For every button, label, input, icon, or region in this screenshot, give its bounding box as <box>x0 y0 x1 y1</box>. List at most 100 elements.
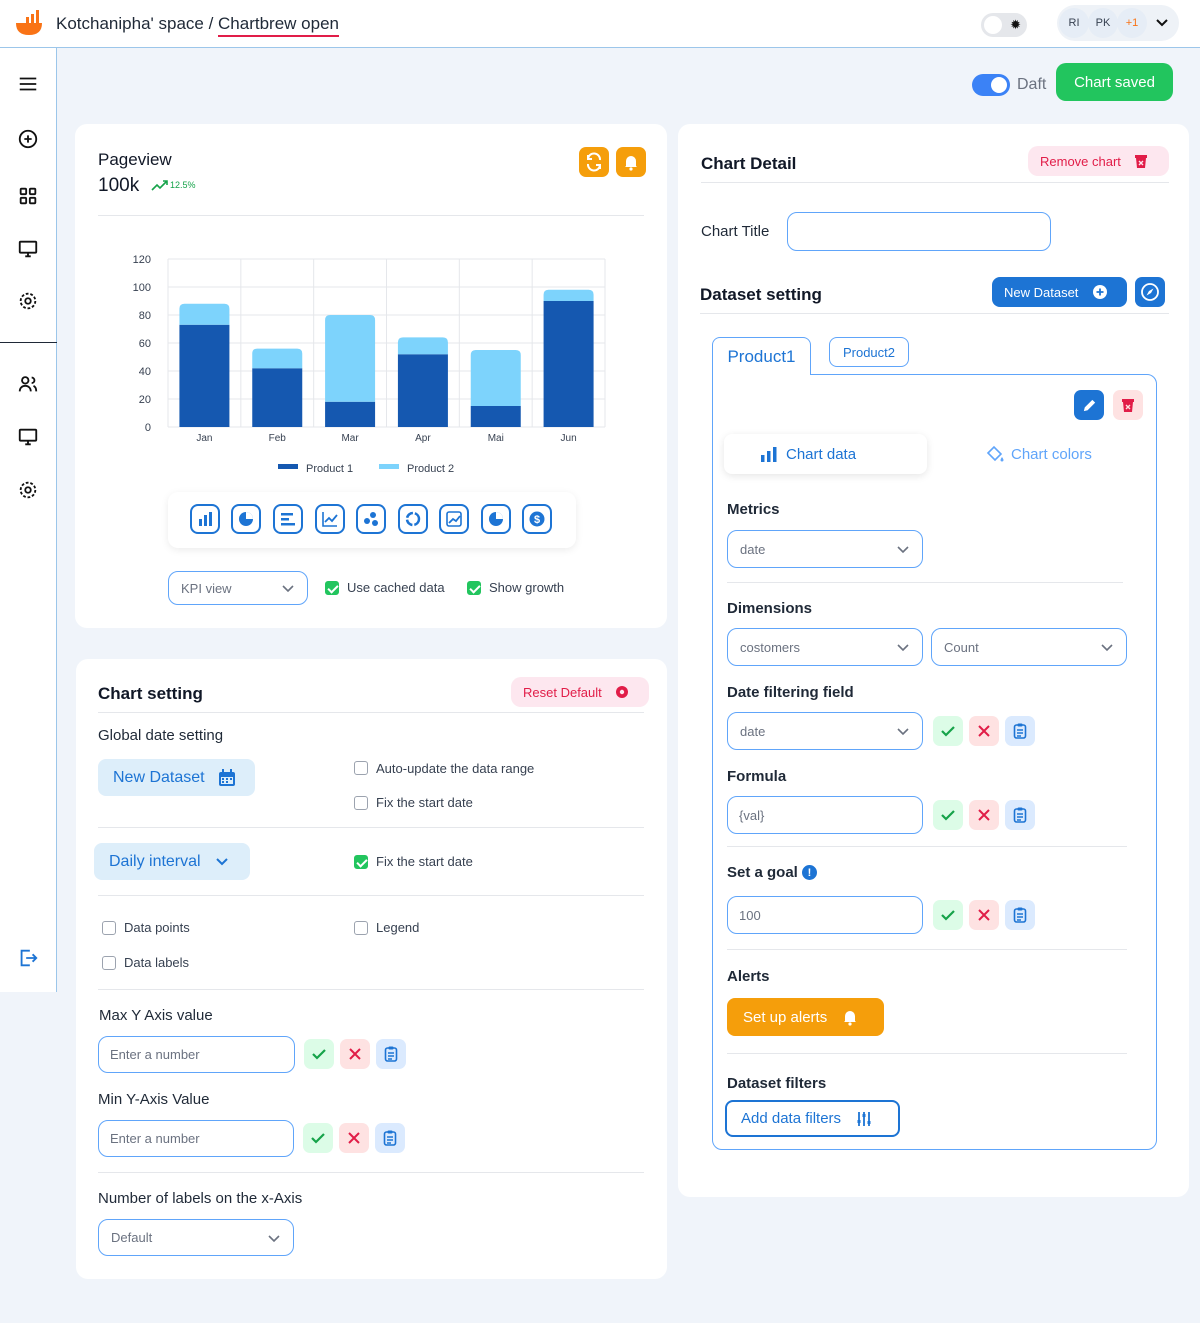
menu-icon[interactable] <box>16 72 40 96</box>
reset-default-button[interactable]: Reset Default <box>511 677 649 707</box>
calendar-icon <box>218 768 235 786</box>
avatar-group[interactable]: RI PK +1 <box>1057 5 1179 41</box>
goal-label: Set a goal <box>727 864 798 881</box>
info-icon[interactable]: ! <box>802 865 817 880</box>
add-data-filters-button[interactable]: Add data filters <box>725 1100 900 1137</box>
xaxis-labels-label: Number of labels on the x-Axis <box>98 1190 303 1207</box>
cancel-button[interactable] <box>969 900 999 930</box>
fix-start-checkbox-2[interactable] <box>354 855 368 869</box>
pie-chart-type-button[interactable] <box>481 504 511 534</box>
cancel-button[interactable] <box>969 716 999 746</box>
edit-button[interactable] <box>1074 390 1104 420</box>
interval-dropdown[interactable]: Daily interval <box>94 843 250 880</box>
clipboard-button[interactable] <box>1005 800 1035 830</box>
dimension-select[interactable]: costomers <box>727 628 923 666</box>
monitor-icon[interactable] <box>16 237 40 261</box>
view-select[interactable]: KPI view <box>168 571 308 605</box>
cached-data-checkbox[interactable] <box>325 581 339 595</box>
delete-dataset-button[interactable] <box>1113 390 1143 420</box>
sun-icon: ✹ <box>1010 17 1021 32</box>
aggregation-select[interactable]: Count <box>931 628 1127 666</box>
add-circle-icon[interactable] <box>16 127 40 151</box>
area-chart-type-button[interactable] <box>439 504 469 534</box>
tab-chart-data[interactable]: Chart data <box>724 434 927 474</box>
compass-icon <box>1141 283 1159 301</box>
chart-saved-button[interactable]: Chart saved <box>1056 63 1173 101</box>
bar-product-2 <box>397 337 448 355</box>
confirm-button[interactable] <box>933 716 963 746</box>
date-field-select[interactable]: date <box>727 712 923 750</box>
dashboard-icon[interactable] <box>16 184 40 208</box>
max-y-input[interactable]: Enter a number <box>98 1036 295 1073</box>
cancel-button[interactable] <box>969 800 999 830</box>
refresh-button[interactable] <box>579 147 609 177</box>
workspace-link[interactable]: Kotchanipha' space <box>56 14 204 33</box>
monitor-icon[interactable] <box>16 425 40 449</box>
clipboard-button[interactable] <box>1005 900 1035 930</box>
alert-button[interactable] <box>616 147 646 177</box>
currency-type-button[interactable]: $ <box>522 504 552 534</box>
clipboard-button[interactable] <box>1005 716 1035 746</box>
fix-start-label: Fix the start date <box>376 795 473 810</box>
scatter-type-button[interactable] <box>356 504 386 534</box>
legend-checkbox[interactable] <box>354 921 368 935</box>
horizontal-bar-type-button[interactable] <box>273 504 303 534</box>
stacked-bar-chart: 120 100 80 60 40 20 0 Jan Feb Mar Apr Mai Jun Product… <box>133 254 606 475</box>
goal-input[interactable]: 100 <box>727 896 923 934</box>
fix-start-checkbox[interactable] <box>354 796 368 810</box>
max-y-label: Max Y Axis value <box>99 1007 213 1024</box>
confirm-button[interactable] <box>303 1123 333 1153</box>
chevron-down-icon <box>897 546 909 554</box>
clipboard-button[interactable] <box>376 1039 406 1069</box>
avatar[interactable]: PK <box>1088 8 1118 38</box>
trash-icon <box>1122 399 1134 412</box>
remove-chart-button[interactable]: Remove chart <box>1028 146 1169 176</box>
data-points-checkbox[interactable] <box>102 921 116 935</box>
xaxis-labels-select[interactable]: Default <box>98 1219 294 1256</box>
auto-update-checkbox[interactable] <box>354 761 368 775</box>
y-tick-label: 40 <box>139 366 151 378</box>
clipboard-button[interactable] <box>375 1123 405 1153</box>
legend-label: Product 2 <box>407 463 454 475</box>
logout-icon[interactable] <box>16 946 40 970</box>
set-up-alerts-button[interactable]: Set up alerts <box>727 998 884 1036</box>
confirm-button[interactable] <box>304 1039 334 1069</box>
theme-toggle[interactable]: ✹ <box>981 13 1027 37</box>
check-icon <box>941 810 955 821</box>
doughnut-type-button[interactable] <box>398 504 428 534</box>
chart-title-input[interactable] <box>787 212 1051 251</box>
min-y-input[interactable]: Enter a number <box>98 1120 294 1157</box>
pie-chart-type-button[interactable] <box>231 504 261 534</box>
project-name[interactable]: Chartbrew open <box>218 14 339 37</box>
tab-product1[interactable]: Product1 <box>712 337 811 375</box>
draft-toggle[interactable] <box>972 74 1010 96</box>
compass-button[interactable] <box>1135 277 1165 307</box>
x-tick-label: Apr <box>415 433 431 444</box>
tab-chart-colors[interactable]: Chart colors <box>985 444 1092 464</box>
sidebar <box>0 48 57 992</box>
avatar-more[interactable]: +1 <box>1117 8 1147 38</box>
cancel-button[interactable] <box>340 1039 370 1069</box>
dimensions-label: Dimensions <box>727 600 813 617</box>
new-dataset-button[interactable]: New Dataset <box>992 277 1127 307</box>
bar-product-2 <box>325 315 376 402</box>
chevron-down-icon[interactable] <box>1155 16 1169 30</box>
confirm-button[interactable] <box>933 900 963 930</box>
line-chart-type-button[interactable] <box>315 504 345 534</box>
users-icon[interactable] <box>16 372 40 396</box>
show-growth-checkbox[interactable] <box>467 581 481 595</box>
doughnut-icon <box>405 511 421 527</box>
gear-icon[interactable] <box>16 478 40 502</box>
tab-product2[interactable]: Product2 <box>829 337 909 367</box>
avatar[interactable]: RI <box>1059 8 1089 38</box>
cancel-button[interactable] <box>339 1123 369 1153</box>
confirm-button[interactable] <box>933 800 963 830</box>
top-bar: Kotchanipha' space / Chartbrew open ✹ RI… <box>0 0 1200 48</box>
new-dataset-date-button[interactable]: New Dataset <box>98 759 255 796</box>
y-tick-label: 60 <box>139 338 151 350</box>
metrics-select[interactable]: date <box>727 530 923 568</box>
bar-chart-type-button[interactable] <box>190 504 220 534</box>
data-labels-checkbox[interactable] <box>102 956 116 970</box>
gear-icon[interactable] <box>16 289 40 313</box>
formula-input[interactable]: {val} <box>727 796 923 834</box>
